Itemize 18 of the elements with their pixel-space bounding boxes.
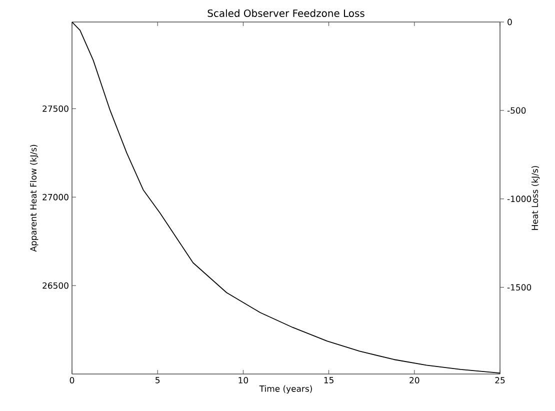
line-series: [72, 22, 500, 374]
y2-tick-label: -500: [507, 107, 526, 114]
x-tick-label: 0: [70, 377, 74, 384]
y-tick-label: 27000: [42, 194, 68, 200]
y2-tick-label: -1500: [507, 284, 532, 291]
y2-tick-label: 0: [508, 18, 512, 26]
y-tick-label: 26500: [42, 282, 68, 289]
x-tick-label: 5: [156, 377, 160, 384]
chart-title: Scaled Observer Feedzone Loss: [208, 9, 364, 17]
x-tick-label: 10: [238, 377, 248, 384]
y2-axis-title: Heat Loss (kJ/s): [531, 166, 540, 230]
y2-tick-label: -1000: [507, 196, 532, 202]
x-tick-label: 25: [495, 377, 505, 384]
x-tick-label: 20: [410, 377, 420, 384]
y-axis-title: Apparent Heat Flow (kJ/s): [30, 144, 38, 252]
y-tick-label: 27500: [42, 105, 68, 112]
x-tick-label: 15: [324, 377, 334, 384]
x-axis-title: Time (years): [259, 385, 312, 394]
